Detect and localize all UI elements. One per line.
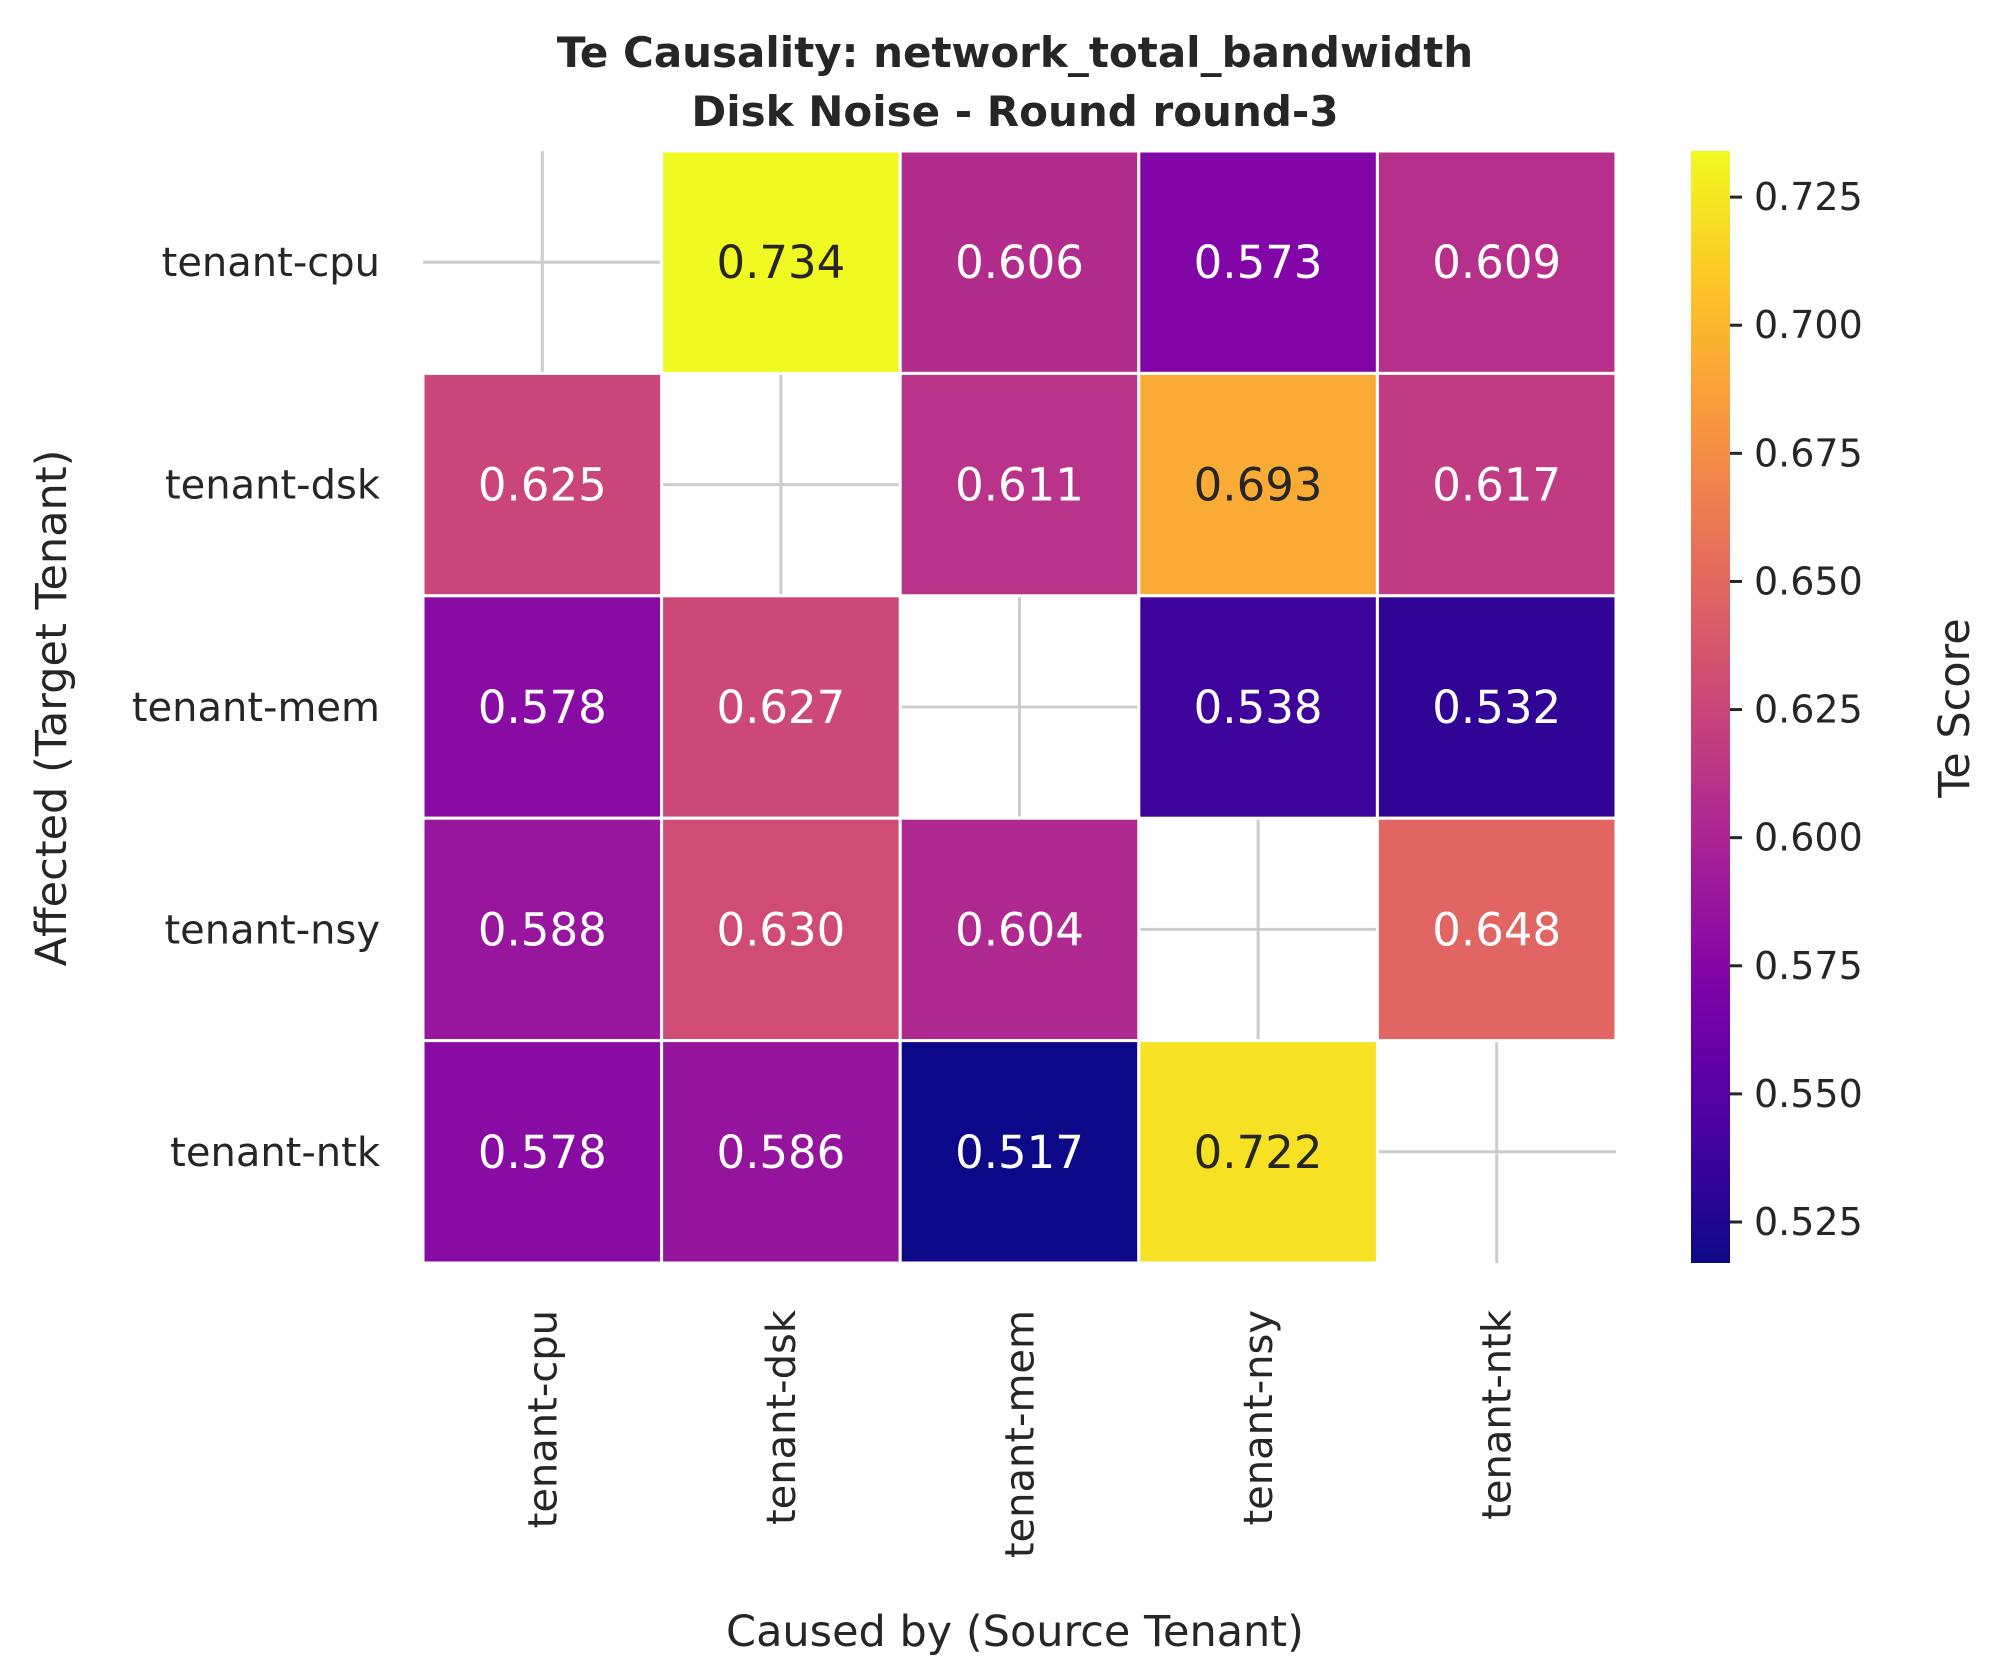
heatmap-cell — [898, 816, 1141, 1043]
cell-value-label: 0.578 — [478, 1126, 607, 1179]
cell-value-label: 0.532 — [1432, 681, 1561, 734]
y-tick-label: tenant-ntk — [170, 1130, 381, 1176]
colorbar-tick-label: 0.700 — [1754, 303, 1863, 347]
x-axis-ticks: tenant-cpu tenant-dsk tenant-mem tenant-nsy… — [520, 1309, 1520, 1558]
cell-value-label: 0.627 — [716, 681, 845, 734]
heatmap-cell — [1137, 371, 1379, 598]
cell-value-label: 0.648 — [1432, 903, 1561, 956]
heatmap-cell — [421, 816, 664, 1043]
heatmap-cell — [421, 594, 664, 820]
colorbar: 0.525 0.550 0.575 0.600 0.625 0.650 0.675 0.700… — [1691, 151, 1980, 1263]
cell-value-label: 0.722 — [1194, 1126, 1323, 1179]
cell-value-label: 0.517 — [955, 1126, 1084, 1179]
colorbar-tick-label: 0.625 — [1754, 688, 1863, 732]
colorbar-tick-label: 0.725 — [1754, 175, 1863, 219]
cell-value-label: 0.588 — [478, 903, 607, 956]
y-tick-label: tenant-dsk — [165, 463, 381, 509]
heatmap-cell — [1375, 371, 1618, 598]
cell-value-label: 0.606 — [955, 236, 1084, 289]
colorbar-tick-label: 0.600 — [1754, 816, 1863, 860]
colorbar-label: Te Score — [1930, 618, 1980, 799]
colorbar-tick-label: 0.550 — [1754, 1072, 1863, 1116]
cell-value-label: 0.573 — [1194, 236, 1323, 289]
y-tick-label: tenant-mem — [132, 685, 380, 731]
cell-value-label: 0.578 — [478, 681, 607, 734]
cell-value-label: 0.734 — [716, 236, 845, 289]
heatmap-cell — [1137, 594, 1379, 820]
colorbar-tick-label: 0.650 — [1754, 559, 1863, 603]
heatmap-cell — [1375, 816, 1618, 1043]
colorbar-tick-label: 0.525 — [1754, 1200, 1863, 1244]
chart-subtitle: Disk Noise - Round round-3 — [691, 87, 1338, 136]
y-tick-label: tenant-cpu — [162, 240, 380, 286]
heatmap-cell — [660, 1039, 902, 1265]
colorbar-gradient — [1691, 151, 1730, 1263]
cell-value-label: 0.604 — [955, 903, 1084, 956]
heatmap-cell — [1137, 1039, 1379, 1265]
cell-value-label: 0.611 — [955, 459, 1084, 512]
x-tick-label: tenant-nsy — [1236, 1310, 1282, 1526]
heatmap-cell — [898, 149, 1141, 375]
chart-title: Te Causality: network_total_bandwidth — [557, 28, 1473, 77]
heatmap-cell — [660, 816, 902, 1043]
x-tick-label: tenant-cpu — [520, 1310, 566, 1528]
colorbar-tick-label: 0.675 — [1754, 431, 1863, 475]
heatmap-cell — [421, 1039, 664, 1265]
heatmap-cell — [898, 371, 1141, 598]
colorbar-ticks: 0.525 0.550 0.575 0.600 0.625 0.650 0.675 0.700… — [1730, 175, 1863, 1244]
colorbar-tick-label: 0.575 — [1754, 944, 1863, 988]
cell-value-label: 0.538 — [1194, 681, 1323, 734]
x-tick-label: tenant-mem — [998, 1310, 1044, 1558]
heatmap-cell — [660, 594, 902, 820]
cell-value-label: 0.609 — [1432, 236, 1561, 289]
heatmap-cell — [898, 1039, 1141, 1265]
heatmap-cell — [1375, 594, 1618, 820]
cell-value-label: 0.630 — [716, 903, 845, 956]
cell-value-label: 0.625 — [478, 459, 607, 512]
y-axis-ticks: tenant-cpu tenant-dsk tenant-mem tenant-nsy… — [132, 240, 381, 1176]
plot-area: 0.734 0.606 0.573 0.609 0.625 0.611 0.693 0.617… — [421, 149, 1618, 1265]
y-tick-label: tenant-nsy — [165, 907, 381, 953]
x-tick-label: tenant-dsk — [759, 1309, 805, 1525]
x-tick-label: tenant-ntk — [1475, 1309, 1521, 1520]
cell-value-label: 0.693 — [1194, 459, 1323, 512]
heatmap-cell — [421, 371, 664, 598]
cell-value-label: 0.617 — [1432, 459, 1561, 512]
y-axis-label: Affected (Target Tenant) — [27, 450, 77, 967]
heatmap-cell — [1375, 149, 1618, 375]
x-axis-label: Caused by (Source Tenant) — [726, 1607, 1304, 1657]
cell-value-label: 0.586 — [716, 1126, 845, 1179]
